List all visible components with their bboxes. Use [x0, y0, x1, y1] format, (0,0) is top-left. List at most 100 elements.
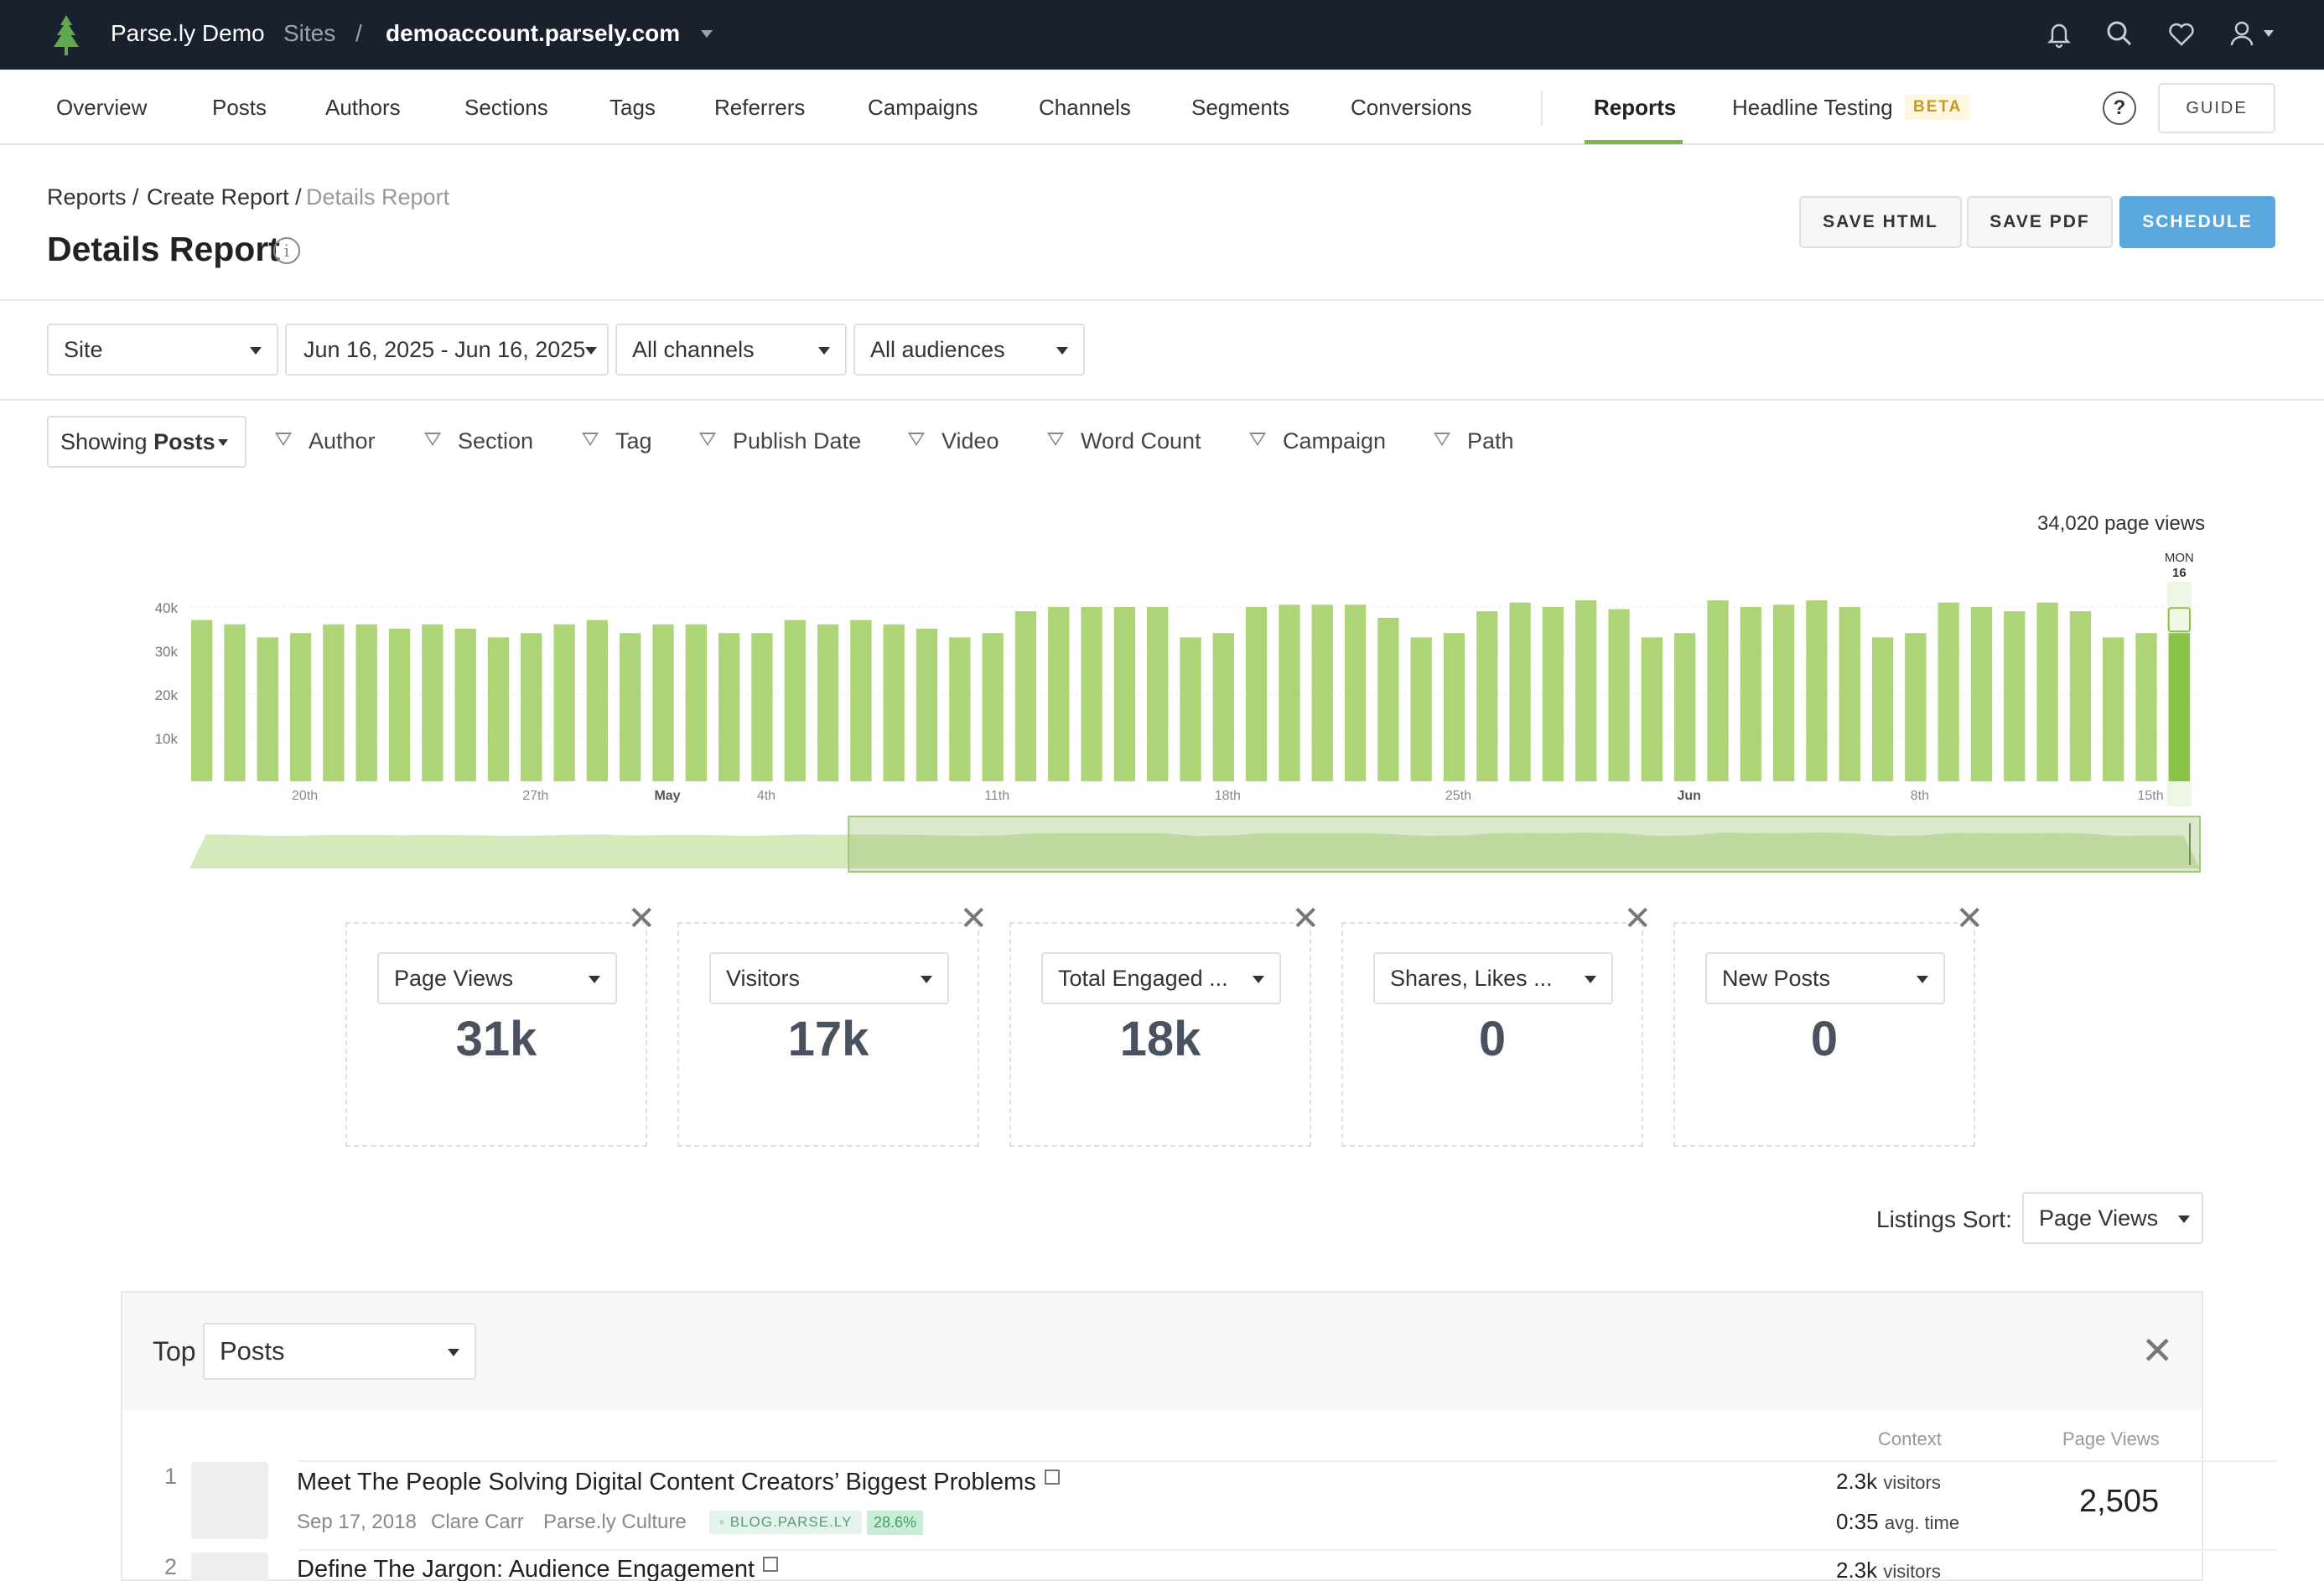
close-icon[interactable]: ✕	[627, 900, 656, 937]
chart-bar[interactable]	[1806, 600, 1828, 781]
chart-bar[interactable]	[1212, 633, 1234, 781]
chart-bar[interactable]	[586, 619, 609, 781]
filter-campaign[interactable]: Campaign	[1249, 428, 1386, 454]
audiences-select[interactable]: All audiences	[853, 324, 1085, 376]
nav-headline-testing[interactable]: Headline Testing	[1732, 95, 1893, 120]
close-icon[interactable]: ✕	[1623, 900, 1652, 937]
chart-bar[interactable]	[1279, 604, 1300, 781]
user-chevron-down-icon[interactable]	[2264, 30, 2274, 37]
close-icon[interactable]: ✕	[1291, 900, 1320, 937]
chart-bar[interactable]	[1871, 637, 1894, 781]
chart-bar[interactable]	[1970, 607, 1993, 781]
breadcrumb-create-report[interactable]: Create Report /	[147, 184, 302, 210]
showing-select[interactable]: Showing Posts	[47, 416, 246, 468]
post-title-link[interactable]: Define The Jargon: Audience Engagement	[297, 1556, 779, 1581]
save-html-button[interactable]: SAVE HTML	[1799, 196, 1962, 248]
chart-bar[interactable]	[1740, 607, 1761, 781]
account-name[interactable]: Parse.ly Demo	[111, 20, 265, 46]
chart-bar[interactable]	[2168, 633, 2190, 781]
chart-bar[interactable]	[1839, 607, 1860, 781]
chart-bar[interactable]	[422, 624, 444, 781]
chart-bar[interactable]	[1443, 633, 1465, 781]
chart-bar[interactable]	[1377, 618, 1399, 781]
chart-bar[interactable]	[388, 629, 411, 781]
filter-section[interactable]: Section	[424, 428, 533, 454]
site-domain[interactable]: demoaccount.parsely.com	[386, 20, 681, 46]
chart-bar[interactable]	[817, 624, 839, 781]
chart-bar[interactable]	[355, 624, 377, 781]
site-select[interactable]: Site	[47, 324, 278, 376]
chart-bar[interactable]	[1147, 607, 1169, 781]
help-button[interactable]: ?	[2103, 91, 2136, 125]
filter-author[interactable]: Author	[275, 428, 376, 454]
chart-bar[interactable]	[2135, 633, 2157, 781]
chart-bar[interactable]	[751, 633, 773, 781]
chart-bar[interactable]	[1081, 607, 1102, 781]
date-range-select[interactable]: Jun 16, 2025 - Jun 16, 2025	[285, 324, 609, 376]
filter-word-count[interactable]: Word Count	[1047, 428, 1201, 454]
chart-bar[interactable]	[1938, 602, 1959, 781]
chart-bar[interactable]	[2004, 611, 2026, 781]
nav-sections[interactable]: Sections	[464, 95, 548, 120]
nav-campaigns[interactable]: Campaigns	[868, 95, 978, 120]
chart-bars[interactable]	[191, 582, 2192, 806]
chart-bar[interactable]	[1311, 604, 1333, 781]
chart-bar[interactable]	[224, 624, 246, 781]
chart-bar[interactable]	[191, 619, 213, 781]
chart-bar[interactable]	[1707, 600, 1729, 781]
filter-tag[interactable]: Tag	[582, 428, 652, 454]
breadcrumb-reports[interactable]: Reports /	[47, 184, 139, 210]
chart-bar[interactable]	[1905, 633, 1927, 781]
chart-range-brush[interactable]	[189, 816, 2201, 873]
sites-link[interactable]: Sites	[283, 20, 336, 46]
chart-bar[interactable]	[1180, 637, 1201, 781]
chart-bar[interactable]	[652, 624, 674, 781]
chart-bar[interactable]	[1608, 609, 1630, 781]
post-thumbnail[interactable]	[191, 1462, 268, 1539]
chart-bar[interactable]	[1641, 637, 1663, 781]
chart-bar[interactable]	[916, 629, 938, 781]
external-link-icon[interactable]	[763, 1557, 779, 1572]
filter-video[interactable]: Video	[908, 428, 999, 454]
brush-selection[interactable]	[848, 816, 2201, 873]
nav-referrers[interactable]: Referrers	[714, 95, 806, 120]
parsely-logo-icon[interactable]	[44, 12, 89, 57]
chart-bar[interactable]	[521, 633, 542, 781]
chart-bar[interactable]	[454, 629, 476, 781]
chart-bar[interactable]	[257, 637, 278, 781]
chart-bar[interactable]	[289, 633, 312, 781]
nav-authors[interactable]: Authors	[325, 95, 401, 120]
guide-button[interactable]: GUIDE	[2158, 83, 2275, 133]
nav-conversions[interactable]: Conversions	[1351, 95, 1472, 120]
nav-tags[interactable]: Tags	[610, 95, 656, 120]
close-icon[interactable]: ✕	[959, 900, 988, 937]
chart-bar[interactable]	[2036, 602, 2058, 781]
chart-bar[interactable]	[685, 624, 707, 781]
save-pdf-button[interactable]: SAVE PDF	[1967, 196, 2113, 248]
chart-bar[interactable]	[2103, 637, 2124, 781]
nav-posts[interactable]: Posts	[212, 95, 267, 120]
chart-bar[interactable]	[1575, 600, 1597, 781]
metric-select[interactable]: New Posts	[1705, 952, 1945, 1004]
nav-reports[interactable]: Reports	[1594, 95, 1677, 120]
chart-bar[interactable]	[1113, 607, 1136, 781]
metric-select[interactable]: Visitors	[709, 952, 949, 1004]
external-link-icon[interactable]	[1044, 1470, 1060, 1485]
chart-bar[interactable]	[982, 633, 1004, 781]
schedule-button[interactable]: SCHEDULE	[2119, 196, 2275, 248]
user-icon[interactable]	[2228, 18, 2259, 49]
post-section[interactable]: Parse.ly Culture	[543, 1511, 687, 1533]
post-title-link[interactable]: Meet The People Solving Digital Content …	[297, 1469, 1060, 1496]
chart-bar[interactable]	[1048, 607, 1070, 781]
chart-bar[interactable]	[850, 619, 872, 781]
nav-overview[interactable]: Overview	[56, 95, 148, 120]
chart-bar[interactable]	[1509, 602, 1531, 781]
chart-bar[interactable]	[784, 619, 806, 781]
heart-icon[interactable]	[2166, 18, 2197, 49]
chart-bar[interactable]	[620, 633, 641, 781]
metric-select[interactable]: Shares, Likes ...	[1373, 952, 1613, 1004]
filter-publish-date[interactable]: Publish Date	[699, 428, 861, 454]
channels-select[interactable]: All channels	[615, 324, 847, 376]
close-icon[interactable]: ✕	[1955, 900, 1984, 937]
metric-select[interactable]: Page Views	[377, 952, 617, 1004]
